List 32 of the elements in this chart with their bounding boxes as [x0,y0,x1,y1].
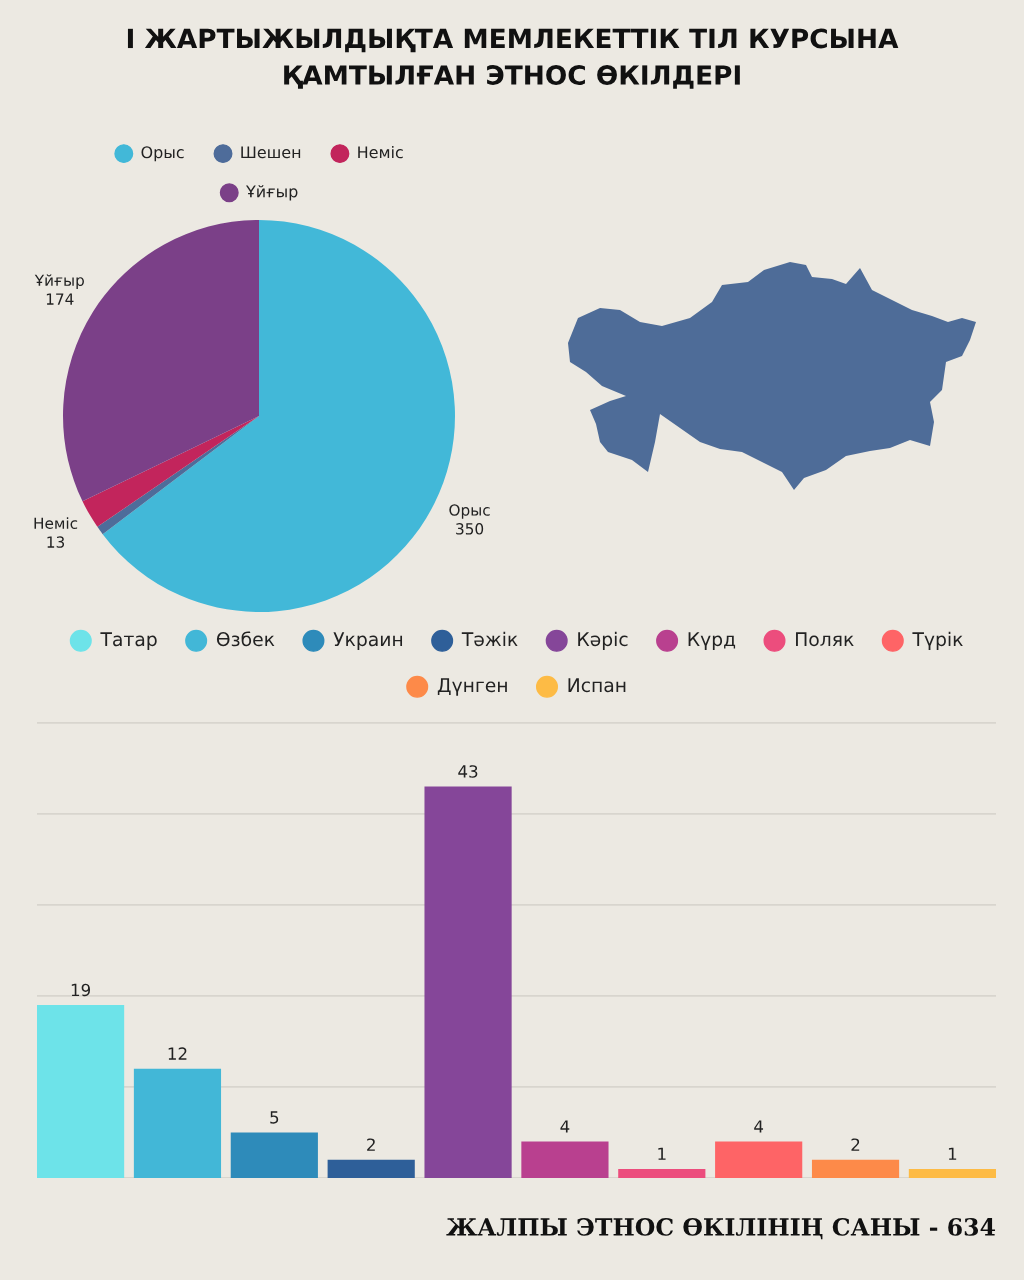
legend-label: Орыс [141,146,184,162]
data-label: 4 [754,1120,764,1133]
data-label: 13 [47,536,65,548]
legend-label: Татар [100,632,157,650]
data-label: 12 [168,1047,187,1060]
data-label: 19 [71,983,91,997]
data-label: 174 [46,293,74,305]
text: ЖАЛПЫ ЭТНОС ӨКІЛІНІҢ САНЫ - 634 [446,1217,996,1240]
legend-label: Шешен [241,146,301,159]
data-label: 4 [560,1120,570,1133]
legend-label: Ұйғыр [245,185,298,201]
data-label: 43 [458,765,478,778]
slice-label: Орыс [449,504,490,519]
chart-title: І ЖАРТЫЖЫЛДЫҚТА МЕМЛЕКЕТТІК ТІЛ КУРСЫНА ҚАМТЫЛҒАН ЭТНОС ӨКІЛДЕРІ [127,28,899,89]
legend-label: Дүнген [437,678,507,696]
legend-label: Украин [333,632,403,650]
legend-label: Неміс [358,145,403,159]
data-label: 1 [948,1147,957,1160]
data-label: 5 [270,1111,279,1124]
legend-label: Өзбек [216,631,275,647]
data-label: 1 [658,1147,666,1160]
slice-label: Ұйғыр [34,274,84,289]
legend-label: Түрік [912,631,963,650]
legend-label: Кәріс [578,631,628,650]
data-label: 2 [367,1138,375,1151]
slice-label: Неміс [34,517,78,529]
legend-label: Күрд [688,632,736,650]
legend-label: Тәжік [461,631,518,647]
legend-label: Испан [568,678,626,693]
legend-label: Поляк [796,632,854,647]
data-label: 350 [456,523,484,535]
data-label: 2 [851,1138,860,1151]
